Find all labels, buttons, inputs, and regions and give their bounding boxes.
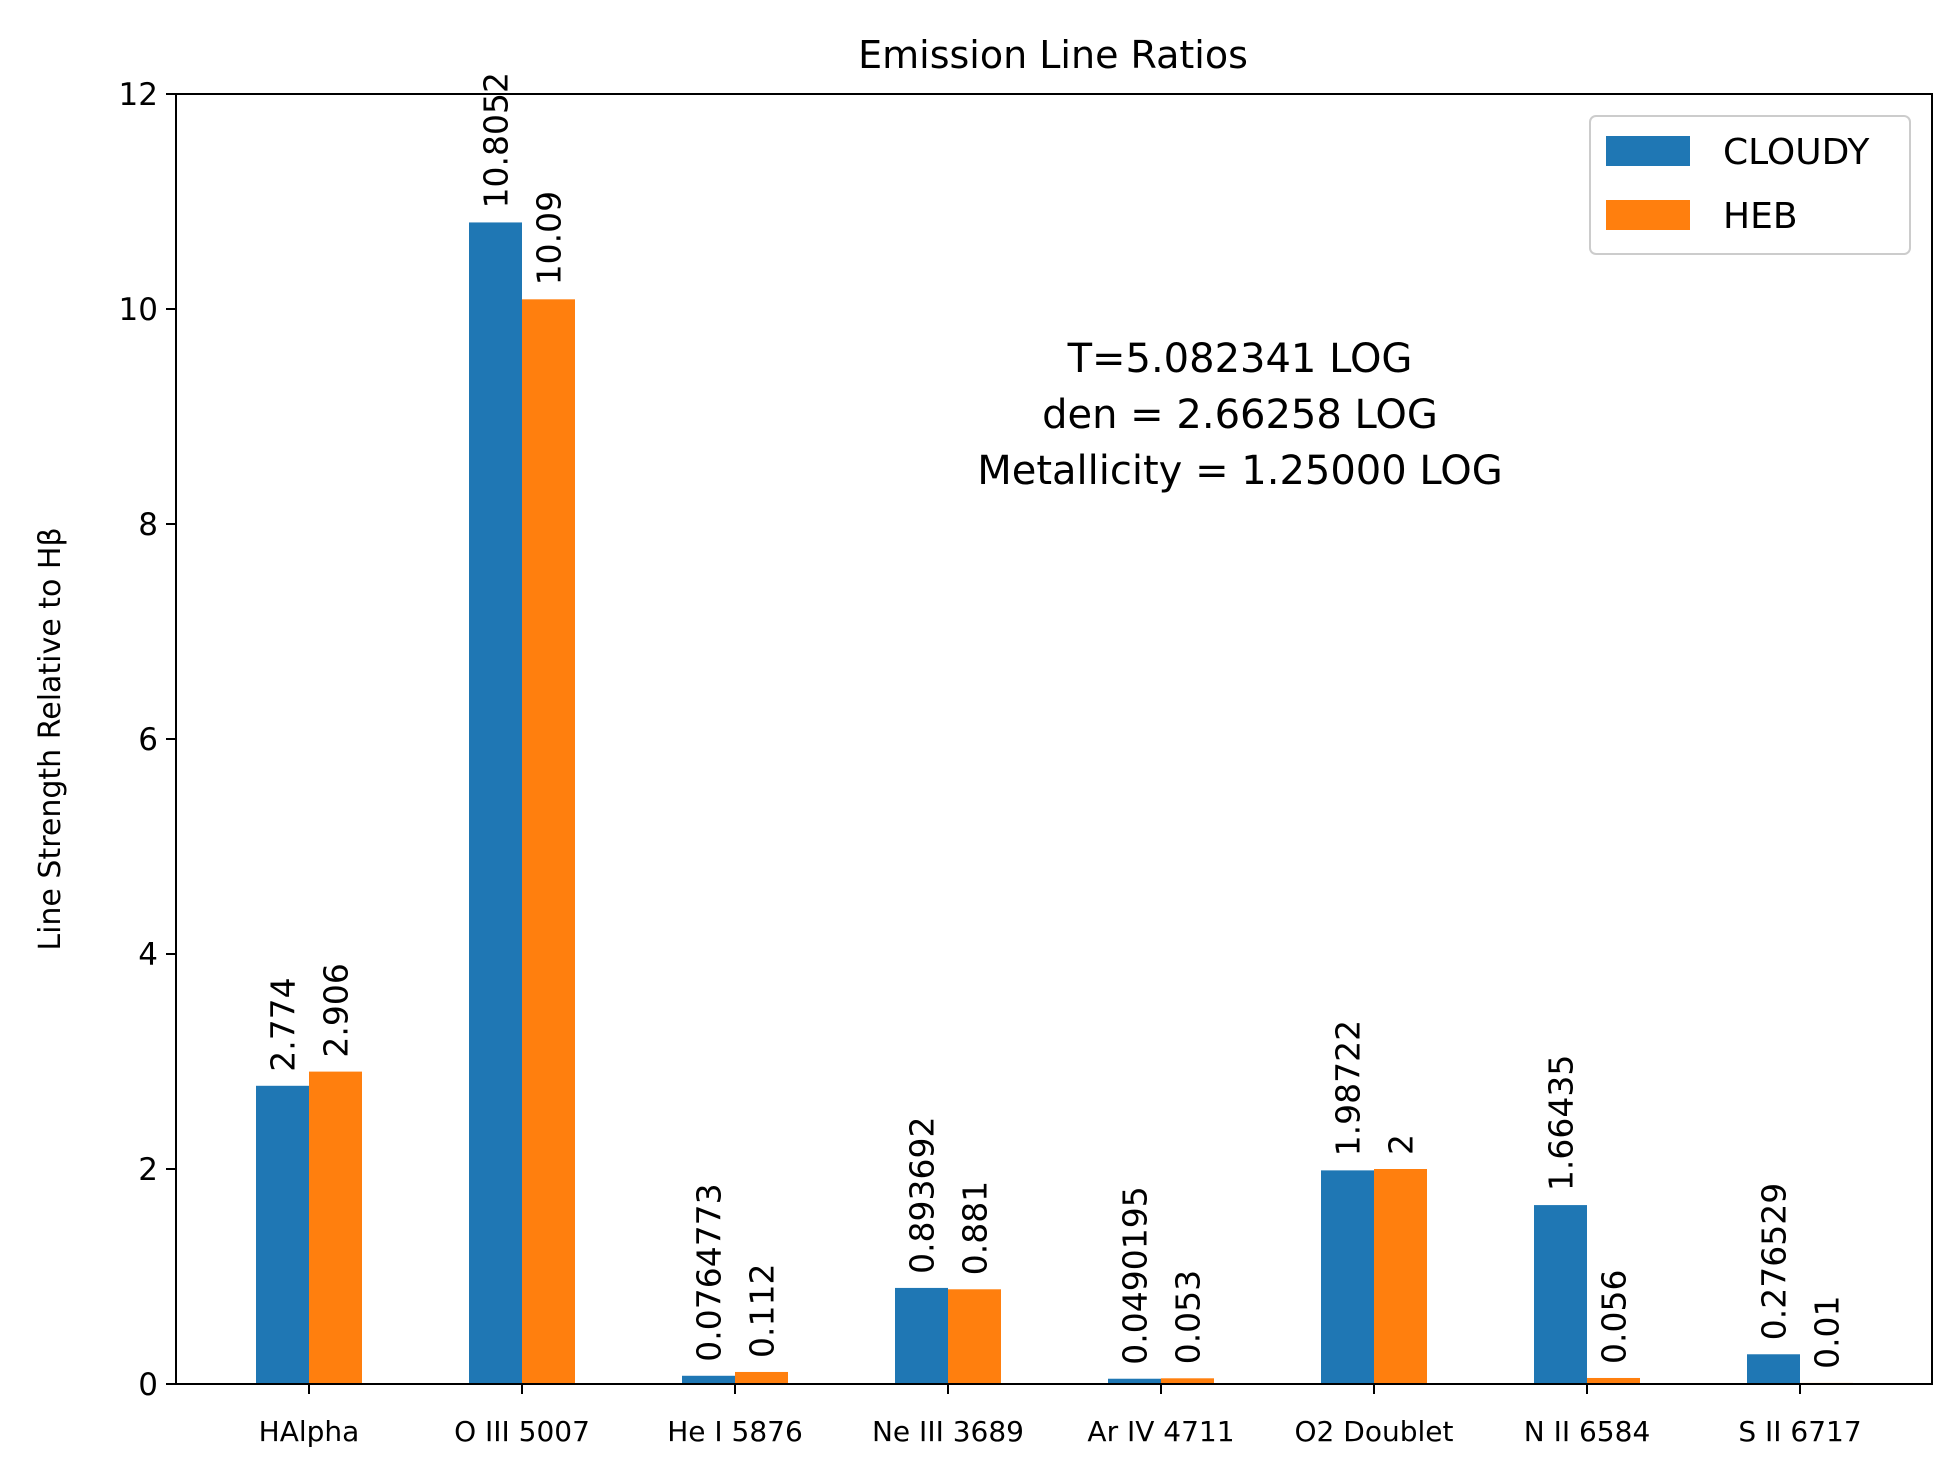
bar-cloudy [469, 222, 522, 1384]
y-tick-label: 4 [138, 937, 158, 973]
annotation-temperature: T=5.082341 LOG [1067, 336, 1413, 382]
value-label-heb: 2 [1382, 1134, 1421, 1155]
legend-swatch-cloudy [1606, 136, 1690, 166]
bars [256, 222, 1853, 1385]
value-label-heb: 2.906 [317, 963, 356, 1057]
x-tick-label: O2 Doublet [1295, 1415, 1454, 1448]
x-tick-label: N II 6584 [1524, 1415, 1651, 1448]
legend-label-cloudy: CLOUDY [1723, 132, 1870, 173]
bar-heb [1587, 1377, 1640, 1384]
bar-heb [309, 1071, 362, 1384]
value-label-heb: 0.053 [1169, 1270, 1208, 1364]
bar-heb [1374, 1169, 1427, 1384]
y-axis-label: Line Strength Relative to Hβ [33, 527, 68, 950]
x-tick-label: Ne III 3689 [872, 1415, 1024, 1448]
value-label-cloudy: 1.66435 [1542, 1055, 1581, 1191]
x-tick-label: HAlpha [259, 1415, 360, 1448]
value-label-cloudy: 0.0764773 [690, 1183, 729, 1361]
value-label-cloudy: 0.0490195 [1116, 1186, 1155, 1364]
value-label-cloudy: 0.893692 [903, 1116, 942, 1273]
bar-cloudy [1321, 1170, 1374, 1384]
bar-cloudy [1108, 1378, 1161, 1384]
value-label-cloudy: 1.98722 [1329, 1020, 1368, 1156]
bar-cloudy [1747, 1354, 1800, 1384]
bar-cloudy [1534, 1205, 1587, 1384]
annotation-text: T=5.082341 LOG den = 2.66258 LOG Metalli… [977, 336, 1503, 494]
legend-swatch-heb [1606, 200, 1690, 230]
value-label-cloudy: 10.8052 [477, 72, 516, 208]
y-tick-label: 10 [119, 292, 158, 328]
x-tick-label: S II 6717 [1738, 1415, 1861, 1448]
x-tick-label: He I 5876 [667, 1415, 803, 1448]
bar-cloudy [256, 1085, 309, 1384]
annotation-metallicity: Metallicity = 1.25000 LOG [977, 448, 1503, 494]
y-axis-ticks: 0 2 4 6 8 10 12 [119, 77, 176, 1403]
y-tick-label: 2 [138, 1152, 158, 1188]
bar-heb [522, 299, 575, 1385]
annotation-density: den = 2.66258 LOG [1042, 392, 1438, 438]
y-tick-label: 6 [138, 722, 158, 758]
x-tick-label: Ar IV 4711 [1087, 1415, 1234, 1448]
legend: CLOUDY HEB [1589, 115, 1911, 255]
y-tick-label: 8 [138, 507, 158, 543]
bar-heb [948, 1289, 1001, 1384]
value-label-heb: 0.112 [743, 1263, 782, 1357]
bar-cloudy [895, 1287, 948, 1384]
plot-area-frame [175, 93, 1933, 1385]
chart-title: Emission Line Ratios [858, 33, 1248, 77]
y-tick-label: 0 [138, 1367, 158, 1403]
x-axis-ticks: HAlpha O III 5007 He I 5876 Ne III 3689 Ar I… [259, 1384, 1862, 1448]
bar-heb [735, 1371, 788, 1384]
value-label-heb: 0.881 [956, 1181, 995, 1275]
x-tick-label: O III 5007 [454, 1415, 590, 1448]
legend-label-heb: HEB [1723, 196, 1798, 237]
bar-value-labels: 2.774 10.8052 0.0764773 0.893692 0.0490195 1.… [264, 72, 1847, 1369]
value-label-heb: 10.09 [530, 191, 569, 285]
value-label-heb: 0.056 [1595, 1269, 1634, 1363]
value-label-heb: 0.01 [1808, 1295, 1847, 1368]
bar-heb [1161, 1378, 1214, 1384]
y-tick-label: 12 [119, 77, 158, 113]
value-label-cloudy: 2.774 [264, 977, 303, 1071]
value-label-cloudy: 0.276529 [1755, 1183, 1794, 1340]
bar-cloudy [682, 1375, 735, 1384]
